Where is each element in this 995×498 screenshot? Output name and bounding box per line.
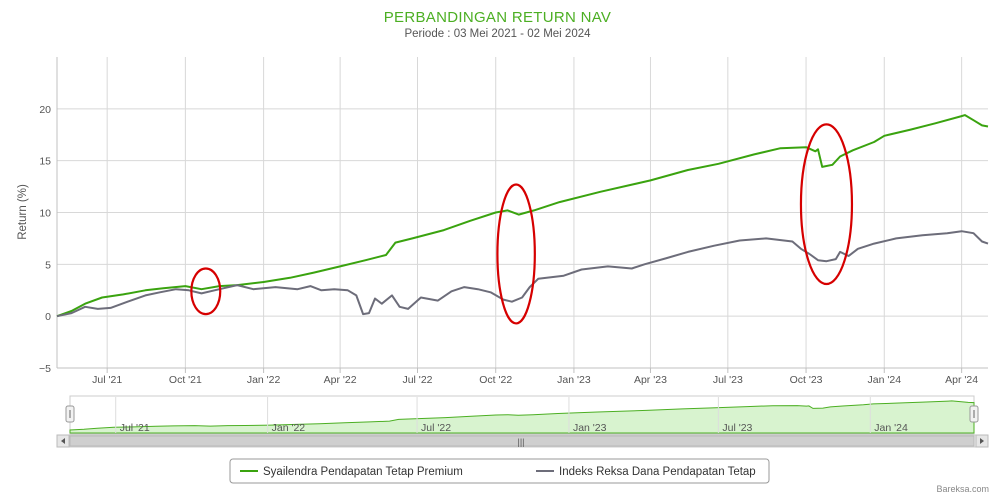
navigator-tick-label: Jul '21	[120, 422, 150, 434]
x-tick-label: Jan '22	[247, 374, 281, 386]
grid-layer	[57, 57, 988, 369]
legend-label-series-1: Syailendra Pendapatan Tetap Premium	[263, 466, 463, 478]
navigator-tick-label: Jan '23	[573, 422, 607, 434]
y-axis-label: Return (%)	[17, 184, 29, 240]
navigator-tick-label: Jul '22	[421, 422, 451, 434]
x-tick-label: Apr '23	[634, 374, 667, 386]
axis-layer: Jul '21 Oct '21 Jan '22 Apr '22 Jul '22 Oct '…	[39, 57, 988, 386]
y-tick-label: 5	[45, 259, 51, 271]
credit-text: Bareksa.com	[936, 484, 989, 494]
x-tick-label: Oct '22	[479, 374, 512, 386]
highlight-ellipse-1	[190, 267, 222, 316]
x-tick-label: Jul '22	[402, 374, 432, 386]
navigator[interactable]: Jul '21 Jan '22 Jul '22 Jan '23 Jul '23 Jan '…	[65, 395, 979, 435]
y-tick-label: 20	[39, 104, 51, 116]
navigator-tick-label: Jul '23	[722, 422, 752, 434]
y-tick-label: 15	[39, 156, 51, 168]
chart-title: PERBANDINGAN RETURN NAV	[383, 9, 612, 26]
x-tick-label: Oct '23	[790, 374, 823, 386]
navigator-series-layer	[69, 400, 975, 434]
highlight-ellipse-2	[496, 183, 536, 325]
chart-subtitle: Periode : 03 Mei 2021 - 02 Mei 2024	[404, 28, 591, 40]
legend-box	[229, 458, 770, 484]
scrollbar-thumb[interactable]	[69, 435, 975, 447]
scrollbar-grip: |||	[517, 437, 524, 447]
legend-label-series-2: Indeks Reksa Dana Pendapatan Tetap	[559, 466, 756, 478]
scrollbar-left-arrow-icon	[61, 438, 65, 444]
series-line-2	[56, 230, 989, 318]
x-tick-label: Jul '21	[92, 374, 122, 386]
legend-item-series-1[interactable]: Syailendra Pendapatan Tetap Premium	[240, 466, 463, 478]
y-tick-label: −5	[39, 363, 51, 375]
navigator-tick-label: Jan '22	[272, 422, 306, 434]
series-line-1	[56, 114, 989, 318]
highlight-ellipse-3	[799, 123, 854, 286]
x-tick-label: Jan '23	[557, 374, 591, 386]
navigator-series-area	[69, 400, 975, 434]
navigator-tick-label: Jan '24	[874, 422, 908, 434]
legend-item-series-2[interactable]: Indeks Reksa Dana Pendapatan Tetap	[536, 466, 756, 478]
navigator-ticks: Jul '21 Jan '22 Jul '22 Jan '23 Jul '23 Jan '…	[115, 397, 908, 434]
y-tick-label: 0	[45, 311, 51, 323]
x-tick-label: Jan '24	[868, 374, 902, 386]
x-tick-label: Jul '23	[713, 374, 743, 386]
x-tick-label: Apr '22	[324, 374, 357, 386]
annotation-layer	[190, 123, 854, 325]
scrollbar[interactable]: |||	[56, 434, 989, 448]
scrollbar-right-arrow-icon	[980, 438, 984, 444]
x-tick-label: Apr '24	[945, 374, 978, 386]
series-layer	[56, 114, 989, 318]
y-tick-label: 10	[39, 208, 51, 220]
legend: Syailendra Pendapatan Tetap Premium Inde…	[229, 458, 770, 484]
x-tick-label: Oct '21	[169, 374, 202, 386]
